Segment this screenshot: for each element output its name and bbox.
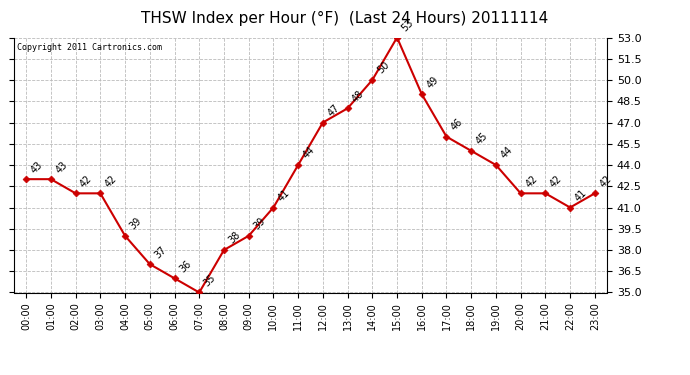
Text: THSW Index per Hour (°F)  (Last 24 Hours) 20111114: THSW Index per Hour (°F) (Last 24 Hours)… [141,11,549,26]
Text: Copyright 2011 Cartronics.com: Copyright 2011 Cartronics.com [17,43,161,52]
Text: 44: 44 [301,145,317,161]
Text: 45: 45 [474,131,490,147]
Text: 50: 50 [375,60,391,76]
Text: 43: 43 [29,159,45,175]
Text: 42: 42 [598,173,613,189]
Text: 53: 53 [400,18,415,33]
Text: 46: 46 [449,117,465,132]
Text: 49: 49 [424,74,440,90]
Text: 36: 36 [177,258,193,274]
Text: 48: 48 [351,88,366,104]
Text: 39: 39 [251,216,267,232]
Text: 42: 42 [79,173,95,189]
Text: 41: 41 [573,188,589,203]
Text: 47: 47 [326,102,342,118]
Text: 38: 38 [227,230,242,246]
Text: 39: 39 [128,216,144,232]
Text: 42: 42 [103,173,119,189]
Text: 35: 35 [202,273,218,288]
Text: 42: 42 [548,173,564,189]
Text: 42: 42 [524,173,540,189]
Text: 44: 44 [499,145,515,161]
Text: 41: 41 [276,188,292,203]
Text: 43: 43 [54,159,70,175]
Text: 37: 37 [152,244,168,260]
